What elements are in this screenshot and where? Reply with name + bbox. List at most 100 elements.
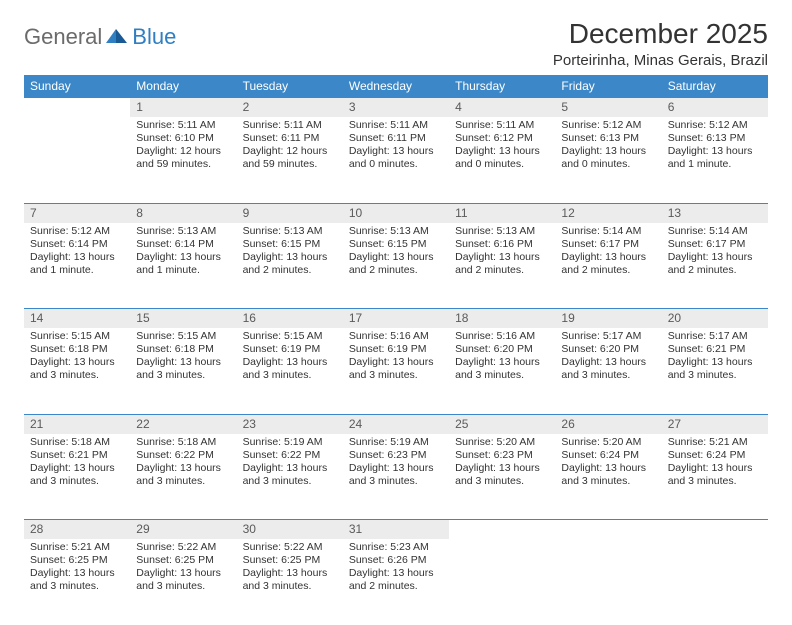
day-info-cell: Sunrise: 5:19 AMSunset: 6:23 PMDaylight:… [343,434,449,520]
day-sr: Sunrise: 5:19 AM [243,436,337,449]
day-sr: Sunrise: 5:22 AM [136,541,230,554]
day-ss: Sunset: 6:22 PM [243,449,337,462]
day-number-cell: 8 [130,203,236,223]
day-ss: Sunset: 6:11 PM [243,132,337,145]
day-d1: Daylight: 13 hours [136,356,230,369]
day-sr: Sunrise: 5:17 AM [561,330,655,343]
day-ss: Sunset: 6:16 PM [455,238,549,251]
day-info-cell [449,539,555,625]
day-ss: Sunset: 6:24 PM [668,449,762,462]
weekday-header: Wednesday [343,75,449,98]
day-number-cell: 23 [237,414,343,434]
day-d1: Daylight: 13 hours [349,145,443,158]
day-sr: Sunrise: 5:12 AM [30,225,124,238]
day-info-cell [555,539,661,625]
day-number-cell: 28 [24,520,130,540]
day-ss: Sunset: 6:15 PM [243,238,337,251]
day-number-cell: 27 [662,414,768,434]
day-sr: Sunrise: 5:11 AM [455,119,549,132]
day-number-cell: 9 [237,203,343,223]
day-info-cell: Sunrise: 5:22 AMSunset: 6:25 PMDaylight:… [130,539,236,625]
day-sr: Sunrise: 5:13 AM [136,225,230,238]
day-number-row: 28293031 [24,520,768,540]
day-info-cell: Sunrise: 5:16 AMSunset: 6:20 PMDaylight:… [449,328,555,414]
day-number-cell: 6 [662,98,768,118]
day-d1: Daylight: 13 hours [668,462,762,475]
weekday-header: Monday [130,75,236,98]
day-info-row: Sunrise: 5:18 AMSunset: 6:21 PM Daylight:… [24,434,768,520]
day-d2: and 3 minutes. [243,580,337,593]
day-info-cell: Sunrise: 5:13 AMSunset: 6:16 PMDaylight:… [449,223,555,309]
day-d1: Daylight: 13 hours [349,462,443,475]
day-sr: Sunrise: 5:21 AM [30,541,124,554]
day-info-cell: Sunrise: 5:19 AMSunset: 6:22 PMDaylight:… [237,434,343,520]
day-sr: Sunrise: 5:20 AM [455,436,549,449]
day-sr: Sunrise: 5:11 AM [243,119,337,132]
day-number-cell: 22 [130,414,236,434]
day-sr: Sunrise: 5:12 AM [561,119,655,132]
calendar-table: Sunday Monday Tuesday Wednesday Thursday… [24,75,768,625]
day-ss: Sunset: 6:22 PM [136,449,230,462]
day-d2: and 3 minutes. [30,369,124,382]
day-ss: Sunset: 6:21 PM [668,343,762,356]
day-sr: Sunrise: 5:14 AM [668,225,762,238]
day-info-row: Sunrise: 5:11 AM Sunset: 6:10 PM Daylight:… [24,117,768,203]
day-d1: Daylight: 12 hours [243,145,337,158]
day-ss: Sunset: 6:20 PM [561,343,655,356]
day-ss: Sunset: 6:26 PM [349,554,443,567]
day-ss: Sunset: 6:10 PM [136,132,230,145]
day-info-cell: Sunrise: 5:11 AMSunset: 6:11 PMDaylight:… [343,117,449,203]
day-ss: Sunset: 6:21 PM [30,449,124,462]
day-sr: Sunrise: 5:20 AM [561,436,655,449]
day-number-cell [555,520,661,540]
day-number-cell: 15 [130,309,236,329]
day-d1: Daylight: 13 hours [243,462,337,475]
day-info-cell: Sunrise: 5:14 AMSunset: 6:17 PMDaylight:… [662,223,768,309]
day-info-row: Sunrise: 5:21 AMSunset: 6:25 PMDaylight:… [24,539,768,625]
header: General Blue December 2025 Porteirinha, … [24,18,768,69]
day-number-cell: 4 [449,98,555,118]
day-number-cell: 7 [24,203,130,223]
day-sr: Sunrise: 5:11 AM [349,119,443,132]
day-sr: Sunrise: 5:15 AM [136,330,230,343]
day-ss: Sunset: 6:18 PM [136,343,230,356]
day-sr: Sunrise: 5:16 AM [349,330,443,343]
day-number-cell: 5 [555,98,661,118]
day-sr: Sunrise: 5:18 AM [30,436,124,449]
day-info-cell: Sunrise: 5:20 AMSunset: 6:24 PMDaylight:… [555,434,661,520]
logo-text-general: General [24,24,102,50]
day-d1: Daylight: 13 hours [668,145,762,158]
day-d2: and 3 minutes. [668,369,762,382]
day-ss: Sunset: 6:19 PM [349,343,443,356]
day-number-cell: 21 [24,414,130,434]
day-d1: Daylight: 13 hours [561,356,655,369]
day-info-row: Sunrise: 5:12 AMSunset: 6:14 PMDaylight:… [24,223,768,309]
day-d2: and 3 minutes. [136,369,230,382]
day-d1: Daylight: 13 hours [561,251,655,264]
logo-icon [106,26,128,49]
day-number-row: 21222324252627 [24,414,768,434]
day-sr: Sunrise: 5:23 AM [349,541,443,554]
day-d2: and 1 minute. [136,264,230,277]
day-d1: Daylight: 13 hours [455,145,549,158]
day-d2: and 59 minutes. [136,158,230,171]
day-number-cell: 12 [555,203,661,223]
day-ss: Sunset: 6:23 PM [455,449,549,462]
day-d2: and 3 minutes. [455,369,549,382]
day-sr: Sunrise: 5:13 AM [455,225,549,238]
logo: General Blue [24,24,176,50]
day-d2: and 2 minutes. [349,580,443,593]
day-d2: and 3 minutes. [349,369,443,382]
day-sr: Sunrise: 5:12 AM [668,119,762,132]
day-number-cell: 11 [449,203,555,223]
day-d1: Daylight: 13 hours [561,145,655,158]
day-info-cell: Sunrise: 5:21 AMSunset: 6:24 PMDaylight:… [662,434,768,520]
day-d1: Daylight: 13 hours [455,462,549,475]
day-d2: and 3 minutes. [30,475,124,488]
day-d2: and 3 minutes. [349,475,443,488]
day-d2: and 2 minutes. [349,264,443,277]
weekday-header-row: Sunday Monday Tuesday Wednesday Thursday… [24,75,768,98]
day-number-row: 14151617181920 [24,309,768,329]
day-ss: Sunset: 6:11 PM [349,132,443,145]
day-number-cell: 1 [130,98,236,118]
